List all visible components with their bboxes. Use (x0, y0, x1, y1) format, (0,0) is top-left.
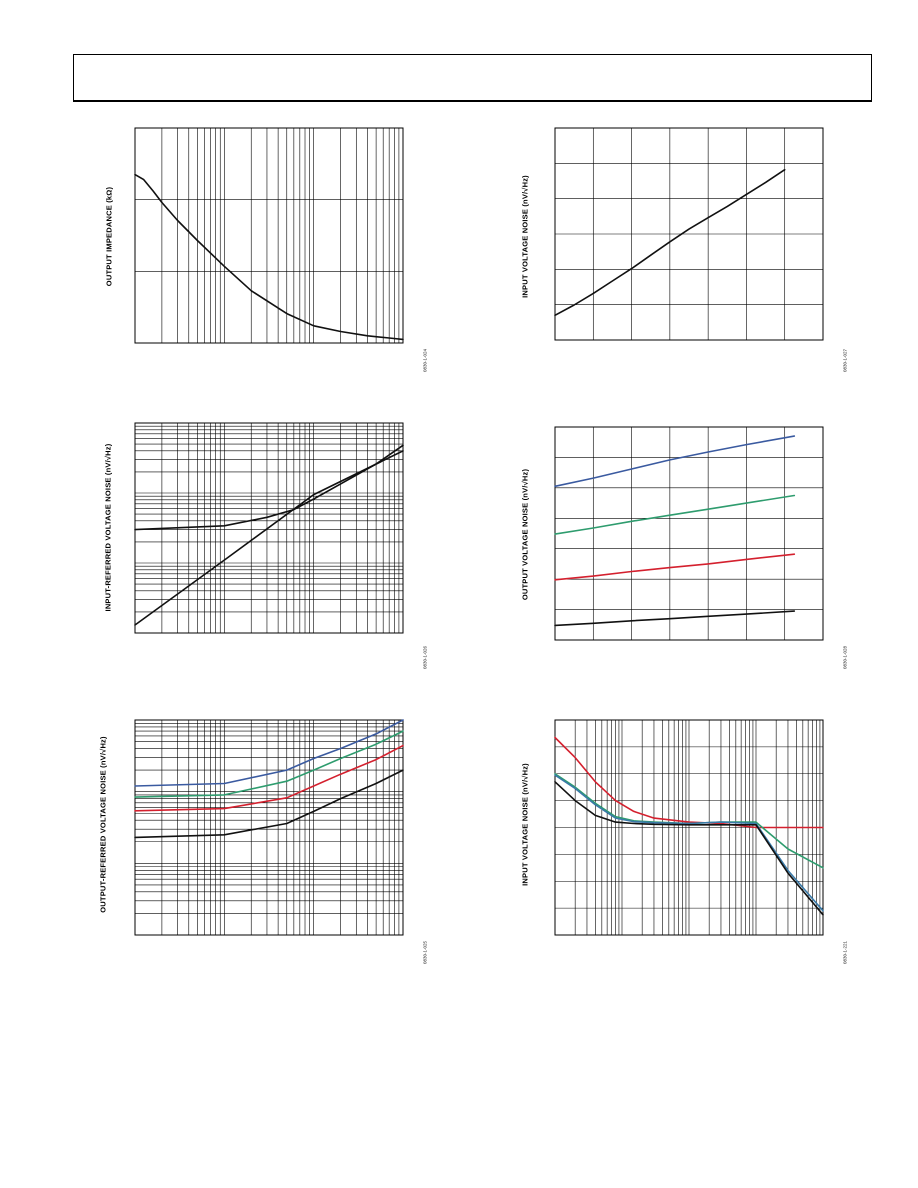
chart-5-series-line-2 (134, 730, 404, 798)
page-header (73, 54, 872, 102)
chart-2-figure-number: 0830-1-027 (842, 348, 848, 373)
chart-3-series-line-1 (134, 444, 404, 531)
chart-4-frame (554, 426, 824, 641)
chart-5-frame (134, 719, 404, 936)
chart-1-figure-number: 0830-1-024 (422, 348, 428, 373)
chart-4-series-line-1 (554, 435, 796, 488)
chart-2-frame (554, 127, 824, 341)
chart-4-series-line-2 (554, 494, 796, 535)
chart-6-series-line-3 (554, 774, 824, 912)
chart-1-series-line-1 (134, 173, 404, 341)
chart-5-series-line-3 (134, 744, 404, 812)
chart-4-grid (554, 426, 824, 641)
chart-4-plot (554, 426, 824, 641)
chart-5-series-line-1 (134, 719, 404, 787)
chart-2-plot (554, 127, 824, 341)
chart-3-grid (134, 422, 404, 634)
chart-output-referred-voltage-noise: OUTPUT-REFERRED VOLTAGE NOISE (nV/√Hz) 0… (95, 710, 435, 980)
chart-1-frame (134, 127, 404, 344)
chart-4-figure-number: 0830-1-028 (842, 645, 848, 670)
chart-3-series-line-2 (134, 450, 404, 626)
chart-2-series-line-1 (554, 168, 786, 317)
chart-6-series-line-1 (554, 736, 824, 829)
chart-3-figure-number: 0830-1-026 (422, 645, 428, 670)
chart-3-frame (134, 422, 404, 634)
chart-2-grid (554, 127, 824, 341)
chart-4-series-line-3 (554, 553, 796, 581)
chart-6-plot (554, 719, 824, 936)
chart-5-plot (134, 719, 404, 936)
chart-5-series-line-4 (134, 769, 404, 839)
chart-input-voltage-noise-linear: INPUT VOLTAGE NOISE (nV/√Hz) 0830-1-027 (515, 120, 855, 380)
chart-3-plot (134, 422, 404, 634)
chart-1-grid (134, 127, 404, 344)
chart-6-figure-number: 0830-1-221 (842, 940, 848, 965)
chart-output-impedance: OUTPUT IMPEDANCE (kΩ) 0830-1-024 (95, 120, 435, 380)
chart-output-voltage-noise-linear: OUTPUT VOLTAGE NOISE (nV/√Hz) 0830-1-028 (515, 415, 855, 680)
chart-input-referred-voltage-noise: INPUT-REFERRED VOLTAGE NOISE (nV/√Hz) 08… (95, 415, 435, 680)
chart-input-voltage-noise-frequency: INPUT VOLTAGE NOISE (nV/√Hz) 0830-1-221 (515, 710, 855, 980)
chart-5-figure-number: 0830-1-025 (422, 940, 428, 965)
chart-4-series-line-4 (554, 610, 796, 627)
chart-6-series-line-4 (554, 781, 824, 916)
chart-1-plot (134, 127, 404, 344)
